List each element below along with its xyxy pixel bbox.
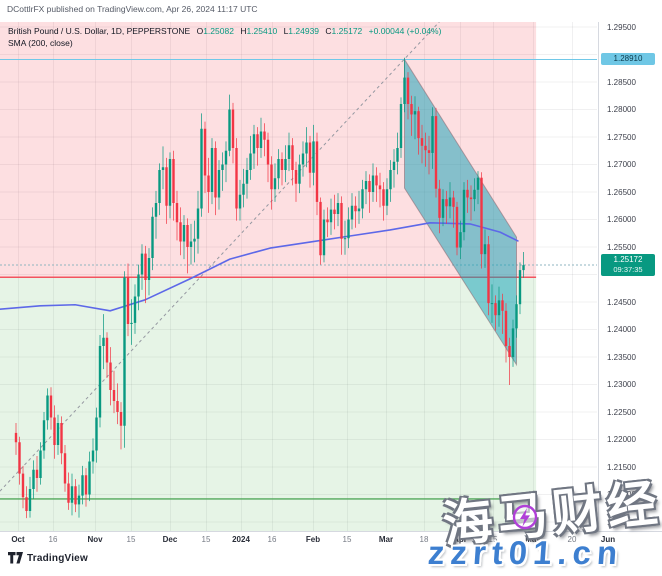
price-tick-label: 1.21500 (607, 462, 636, 472)
bar-countdown: 09:37:35 (613, 265, 643, 275)
time-tick-label: Nov (87, 535, 103, 544)
time-tick-label: 15 (126, 535, 136, 544)
close-label: C (325, 26, 332, 36)
price-tick-label: 1.23000 (607, 380, 636, 389)
time-tick-label: 15 (201, 535, 211, 544)
time-tick-label: 2024 (232, 535, 250, 544)
open-label: O (196, 26, 204, 36)
price-tick-label: 1.24500 (607, 297, 636, 307)
time-tick-label: 16 (267, 535, 277, 544)
time-tick-label: Mar (378, 535, 394, 544)
time-tick-label: 20 (567, 535, 577, 544)
time-tick-label: 18 (419, 535, 429, 544)
open-value: 1.25082 (203, 26, 234, 36)
symbol-title: British Pound / U.S. Dollar, 1D, PEPPERS… (8, 26, 191, 36)
tradingview-footer[interactable]: TradingView (8, 552, 88, 564)
price-tick-label: 1.26000 (607, 215, 636, 224)
price-tick-label: 1.28000 (607, 105, 636, 114)
ascending-dashed-trendline (0, 22, 440, 492)
close-value: 1.25172 (331, 26, 363, 36)
time-tick-label: Jun (600, 535, 616, 544)
price-tick-label: 1.28500 (607, 77, 636, 87)
last-price-value: 1.25172 (613, 255, 643, 265)
time-tick-label: Apr (453, 535, 467, 544)
tradingview-logo-icon (8, 552, 23, 564)
high-value: 1.25410 (246, 26, 278, 36)
tradingview-brand-text: TradingView (27, 552, 88, 564)
price-tick-label: 1.22500 (607, 407, 636, 417)
publish-attribution: DCottlrFX published on TradingView.com, … (7, 4, 258, 14)
symbol-legend[interactable]: British Pound / U.S. Dollar, 1D, PEPPERS… (8, 25, 441, 38)
time-tick-label: Oct (11, 535, 25, 544)
indicator-legend[interactable]: SMA (200, close) (8, 38, 73, 48)
price-axis[interactable]: 1.28910 1.25172 09:37:35 1.29500 1.28500 1… (598, 22, 662, 531)
price-tick-label: 1.27000 (607, 160, 636, 169)
time-tick-label: Dec (162, 535, 178, 544)
time-tick-label: 15 (342, 535, 352, 544)
time-axis[interactable]: Oct 16 Nov 15 Dec 15 2024 16 Feb 15 Mar 18 Apr 15 May 2… (0, 531, 662, 547)
price-tick-label: 1.29500 (607, 22, 636, 32)
price-tick-label: 1.27500 (607, 132, 636, 142)
watermark-url-text: zzrt01.cn (426, 534, 625, 571)
price-tick-label: 1.20500 (607, 517, 636, 527)
price-tick-label: 1.26500 (607, 187, 636, 197)
low-value: 1.24939 (288, 26, 320, 36)
price-tick-label: 1.24000 (607, 325, 636, 334)
price-tick-label: 1.22000 (607, 435, 636, 444)
change-value: +0.00044 (+0.04%) (368, 26, 442, 36)
time-tick-label: 16 (48, 535, 58, 544)
time-tick-label: Feb (305, 535, 321, 544)
last-price-tag: 1.25172 09:37:35 (601, 254, 655, 277)
low-label: L (283, 26, 289, 36)
price-tick-label: 1.25500 (607, 242, 636, 252)
price-tick-label: 1.21000 (607, 490, 636, 499)
time-tick-label: 15 (488, 535, 498, 544)
time-tick-label: May (525, 535, 541, 544)
price-tick-label: 1.23500 (607, 352, 636, 362)
alert-price-tag: 1.28910 (601, 53, 655, 66)
lightning-bolt-icon (512, 504, 538, 530)
high-label: H (240, 26, 247, 36)
